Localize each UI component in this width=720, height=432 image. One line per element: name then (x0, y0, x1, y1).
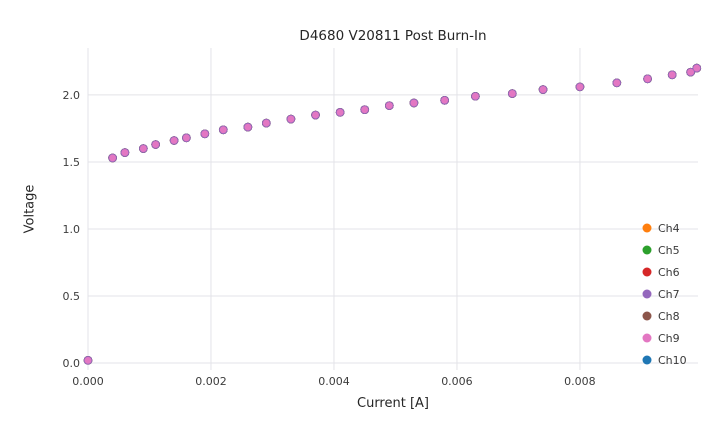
series-ch8 (83, 63, 702, 365)
legend-label: Ch9 (658, 332, 680, 345)
legend-item-ch4: Ch4 (642, 222, 680, 235)
series-ch7 (83, 63, 702, 365)
data-point (539, 86, 547, 93)
y-tick-label: 1.0 (63, 223, 81, 236)
legend-label: Ch10 (658, 354, 687, 367)
x-tick-label: 0.002 (195, 375, 227, 388)
data-point (441, 96, 449, 104)
data-point (219, 126, 227, 134)
x-axis-label: Current [A] (357, 396, 429, 411)
data-point (84, 356, 92, 364)
series-ch9 (84, 64, 701, 364)
data-point (170, 137, 178, 144)
axis-tick-labels: 0.000 0.002 0.004 0.006 0.008 0.0 0.5 1.0 1.5 2.0 (63, 89, 596, 388)
data-point (336, 108, 344, 116)
data-point (287, 115, 295, 123)
legend-item-ch7: Ch7 (642, 288, 680, 301)
data-point (613, 79, 621, 87)
legend-label: Ch7 (658, 288, 680, 301)
data-point (508, 90, 516, 97)
legend-label: Ch5 (658, 244, 680, 257)
data-point (262, 119, 270, 127)
legend-marker-icon (642, 311, 652, 321)
data-point (576, 83, 584, 91)
legend-marker-icon (642, 333, 652, 343)
data-point (244, 123, 252, 131)
y-tick-label: 0.0 (63, 357, 81, 370)
legend-item-ch5: Ch5 (642, 244, 680, 257)
data-point (182, 134, 190, 142)
y-tick-label: 2.0 (63, 89, 81, 102)
legend-marker-icon (642, 223, 652, 233)
data-point (687, 68, 695, 76)
data-point (644, 75, 651, 83)
legend-marker-icon (642, 355, 652, 365)
grid-lines (87, 48, 698, 370)
series-ch10 (83, 63, 702, 365)
x-tick-label: 0.006 (441, 375, 473, 388)
legend-marker-icon (642, 289, 652, 299)
legend-label: Ch8 (658, 310, 680, 323)
data-point (361, 106, 369, 114)
data-point (668, 71, 676, 79)
data-point (693, 64, 701, 72)
data-point (471, 92, 479, 100)
legend-item-ch6: Ch6 (642, 266, 680, 279)
legend-marker-icon (642, 267, 652, 277)
y-tick-label: 1.5 (63, 156, 81, 169)
y-axis-label: Voltage (22, 184, 38, 234)
x-tick-label: 0.004 (318, 375, 350, 388)
legend-item-ch8: Ch8 (642, 310, 680, 323)
x-tick-label: 0.000 (72, 375, 104, 388)
legend-item-ch10: Ch10 (642, 354, 687, 367)
x-tick-label: 0.008 (564, 375, 596, 388)
data-point (410, 99, 418, 107)
chart-title: D4680 V20811 Post Burn-In (299, 28, 487, 44)
y-tick-label: 0.5 (63, 290, 81, 303)
data-point (121, 149, 129, 156)
data-point (385, 102, 393, 110)
legend-label: Ch4 (658, 222, 680, 235)
data-point (139, 145, 147, 152)
legend-label: Ch6 (658, 266, 680, 279)
series-ch4 (83, 63, 702, 365)
series-ch6 (83, 63, 702, 365)
data-point (152, 141, 160, 148)
data-point (109, 154, 116, 162)
data-point (312, 111, 319, 119)
legend-marker-icon (642, 245, 652, 255)
data-point (201, 130, 209, 138)
series-ch5 (83, 63, 702, 365)
data-points (83, 63, 702, 365)
legend: Ch4 Ch5 Ch6 Ch7 Ch8 Ch9 Ch10 (642, 222, 687, 367)
legend-item-ch9: Ch9 (642, 332, 680, 345)
